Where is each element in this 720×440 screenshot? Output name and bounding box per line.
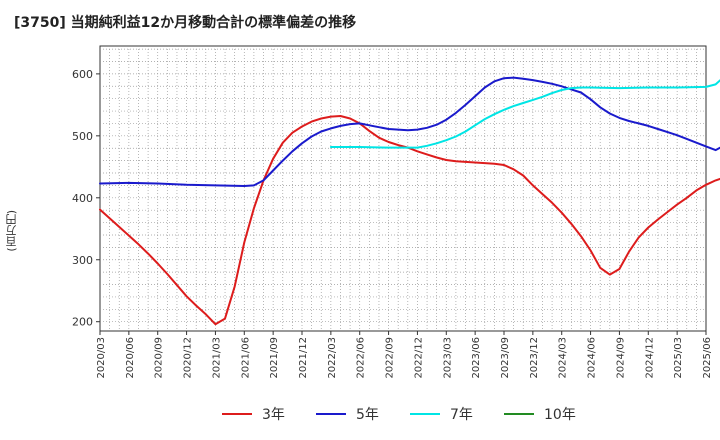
legend-label: 10年 [544,407,576,423]
x-tick-label: 2024/06 [587,337,598,379]
x-tick-label: 2020/12 [183,337,194,379]
series-line [99,115,720,326]
x-tick-label: 2022/03 [327,337,338,379]
chart-title: [3750] 当期純利益12か月移動合計の標準偏差の推移 [14,15,357,31]
x-tick-label: 2024/09 [615,337,626,379]
x-tick-label: 2023/06 [471,337,482,379]
legend-label: 3年 [262,407,285,423]
x-tick-label: 2023/09 [500,337,511,379]
x-tick-label: 2022/06 [356,337,367,379]
x-tick-label: 2023/03 [442,337,453,379]
legend-label: 5年 [356,407,379,423]
x-tick-label: 2024/03 [558,337,569,379]
series-line [99,76,720,187]
y-tick-label: 200 [72,316,93,329]
x-tick-label: 2023/12 [529,337,540,379]
x-tick-label: 2025/06 [702,337,713,379]
plot-area [99,45,707,332]
x-tick-label: 2020/09 [154,337,165,379]
y-tick-label: 500 [72,130,93,143]
x-tick-label: 2022/12 [413,337,424,379]
y-tick-label: 300 [72,254,93,267]
x-tick-label: 2022/09 [385,337,396,379]
series-line [329,79,720,149]
y-tick-label: 400 [72,192,93,205]
x-tick-label: 2021/09 [269,337,280,379]
x-tick-label: 2020/06 [125,337,136,379]
y-tick-label: 600 [72,68,93,81]
x-tick-label: 2025/03 [673,337,684,379]
x-tick-label: 2021/12 [298,337,309,379]
x-tick-label: 2021/06 [240,337,251,379]
x-tick-label: 2021/03 [211,337,222,379]
x-tick-label: 2024/12 [644,337,655,379]
legend-label: 7年 [450,407,473,423]
x-tick-label: 2020/03 [96,337,107,379]
